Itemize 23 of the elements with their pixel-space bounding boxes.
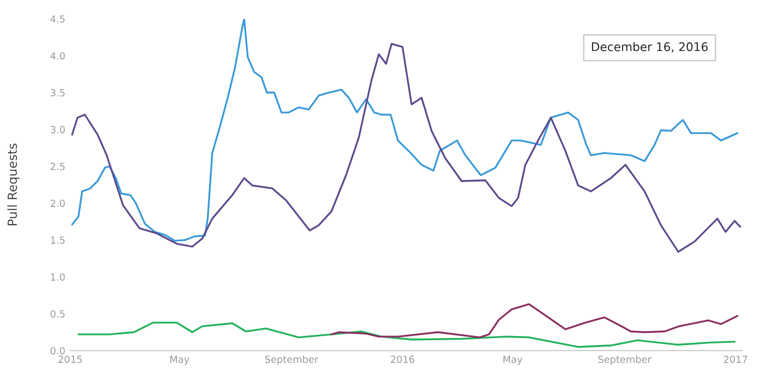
y-axis-title: Pull Requests (7, 144, 20, 226)
y-tick-label: 2.0 (50, 200, 65, 207)
x-tick-label: September (598, 355, 652, 365)
y-tick-label: 0.5 (50, 310, 65, 318)
x-tick-label: 2015 (58, 356, 82, 363)
annotation: December 16, 2016 (592, 42, 708, 52)
x-tick-label: September (265, 355, 318, 365)
line-series (330, 303, 738, 338)
x-tick-label: May (170, 356, 190, 365)
x-tick-label: 2016 (390, 356, 414, 363)
y-tick-label: 3.0 (50, 126, 65, 134)
line-series (71, 18, 738, 242)
line-series (78, 322, 736, 348)
line-series (71, 43, 742, 253)
y-tick-label: 1.5 (51, 236, 65, 244)
y-tick-label: 3.5 (50, 89, 65, 96)
y-tick-label: 4.5 (50, 15, 65, 23)
x-tick-label: 2017 (724, 356, 748, 363)
y-tick-label: 0.0 (50, 347, 65, 354)
y-tick-label: 1.0 (51, 273, 65, 281)
y-tick-label: 2.5 (50, 162, 65, 170)
y-tick-label: 4.0 (50, 52, 65, 60)
x-tick-label: May (504, 356, 522, 365)
